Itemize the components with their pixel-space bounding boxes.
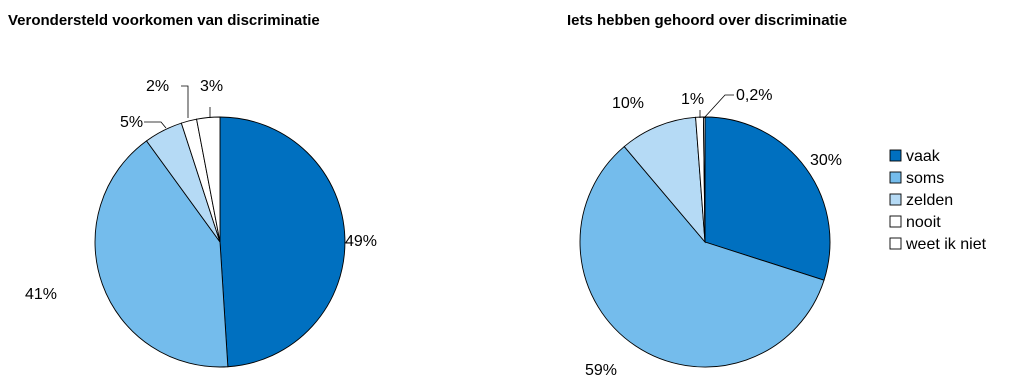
legend-label-weet-ik-niet: weet ik niet [905,236,987,253]
leader-line [181,85,189,118]
legend-swatch-nooit [889,215,902,228]
leader-line [144,121,167,129]
data-label-zelden: 10% [612,95,644,112]
chart-title-right: Iets hebben gehoord over discriminatie [567,12,848,29]
pie-chart-left: 49% 41% 5% 2% 3% [25,78,377,368]
pie-slice-soms [579,145,825,368]
legend-swatch-weet-ik-niet [889,237,902,250]
data-label-soms: 59% [585,362,617,376]
legend-swatch-soms [889,171,902,184]
legend-label-nooit: nooit [906,214,941,231]
pie-slice-weet-ik-niet [196,116,221,243]
data-label-vaak: 49% [345,233,377,250]
pie-slice-zelden [623,116,706,244]
data-label-soms: 41% [25,286,57,303]
data-label-vaak: 30% [810,152,842,169]
pie-slice-soms [94,140,229,368]
legend: vaak soms zelden nooit weet ik niet [889,148,987,253]
legend-swatch-zelden [889,193,902,206]
data-label-nooit: 2% [146,78,169,95]
chart-title-left: Verondersteld voorkomen van discriminati… [8,12,320,29]
legend-swatch-vaak [889,149,902,162]
pie-chart-right: 30% 59% 10% 1% 0,2% [579,87,842,376]
legend-label-soms: soms [906,170,944,187]
legend-label-vaak: vaak [906,148,941,165]
data-label-nooit: 1% [681,91,704,108]
data-label-zelden: 5% [120,114,143,131]
data-label-weet-ik-niet: 3% [200,78,223,95]
leader-line [703,94,734,119]
data-label-weet-ik-niet: 0,2% [736,87,772,104]
legend-label-zelden: zelden [906,192,953,209]
pie-slice-vaak [219,116,346,368]
pie-slice-vaak [704,116,831,281]
